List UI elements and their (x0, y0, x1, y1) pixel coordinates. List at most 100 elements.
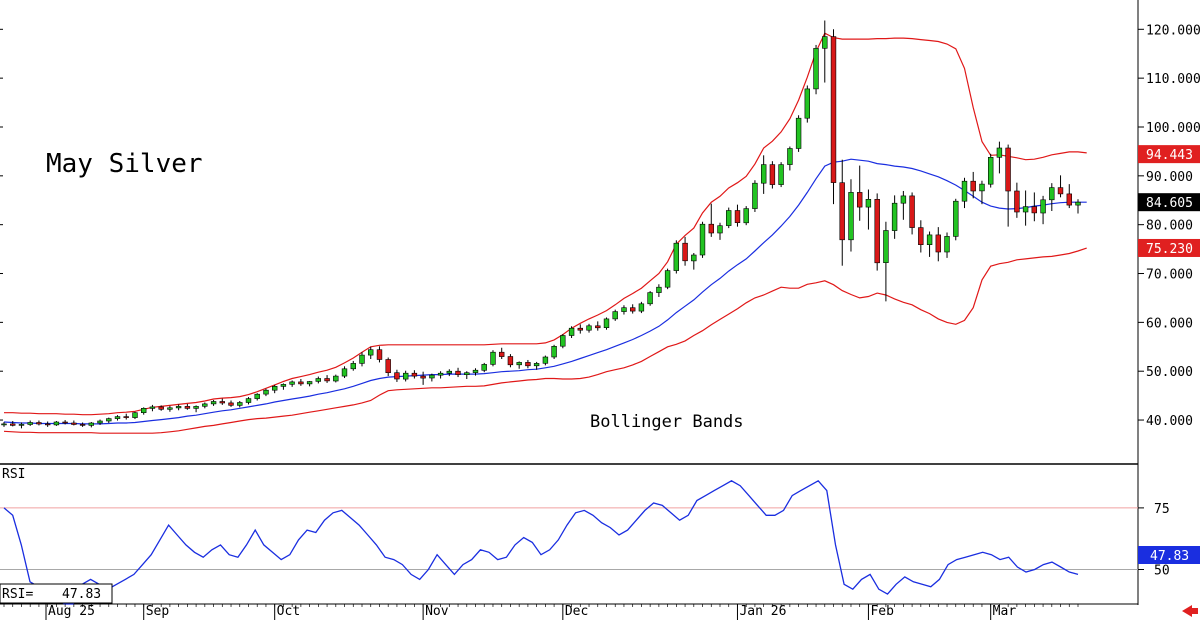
candle (900, 190, 907, 220)
candle (918, 220, 924, 253)
candle (114, 415, 121, 421)
candle-body (1066, 193, 1073, 206)
x-tick-label: Nov (425, 604, 449, 619)
candle (263, 388, 269, 397)
candle (350, 360, 356, 371)
bollinger-middle-band (3, 158, 1087, 425)
candle-body (865, 199, 872, 208)
candle (856, 165, 863, 221)
candle-body (664, 270, 671, 288)
candle-body (699, 223, 706, 256)
candle-body (53, 421, 60, 426)
candle (961, 177, 968, 209)
price-y-tick-label: 110.000 (1146, 72, 1200, 87)
candle (394, 369, 400, 382)
scroll-left-arrow-icon[interactable] (1182, 605, 1198, 617)
candle (970, 171, 976, 199)
price-tag-label: 84.605 (1146, 196, 1193, 211)
candle-body (926, 234, 933, 245)
candle-body (1057, 187, 1064, 195)
candle-body (603, 318, 610, 328)
candle (141, 407, 147, 415)
candle (647, 291, 653, 306)
candle-body (1075, 201, 1081, 206)
price-y-tick-label: 90.000 (1146, 170, 1193, 185)
candle-body (708, 223, 715, 234)
candle-body (219, 401, 225, 404)
candle-body (1022, 206, 1029, 213)
candle-body (71, 422, 77, 425)
candle-body (1040, 199, 1046, 214)
candle (560, 334, 566, 349)
candle-body (822, 36, 828, 49)
candle-body (760, 164, 767, 184)
candle (149, 404, 156, 412)
candle (210, 400, 217, 406)
candle (18, 422, 25, 429)
candle-body (839, 182, 845, 241)
x-tick-label: Feb (870, 604, 894, 619)
candle-body (874, 199, 880, 264)
candle-body (996, 147, 1003, 158)
candle-body (376, 349, 383, 360)
rsi-reference-lines (0, 507, 1138, 570)
candle (437, 371, 444, 379)
x-axis: Aug 25 Sep Oct Nov Dec Jan 26 Feb Mar (3, 604, 1079, 620)
candle (682, 236, 688, 266)
candle (944, 232, 950, 258)
candle (935, 227, 942, 262)
candle (822, 20, 828, 83)
price-tag: 75.230 (1138, 238, 1200, 257)
price-y-tick-label: 70.000 (1146, 268, 1193, 283)
price-candles (1, 20, 1081, 429)
candle-body (682, 242, 688, 262)
candle-body (891, 202, 898, 231)
candle (106, 417, 112, 423)
candle-body (193, 406, 199, 409)
price-y-tick-label: 60.000 (1146, 316, 1193, 331)
candle-body (289, 381, 295, 385)
candle-body (149, 406, 156, 409)
candle-body (560, 335, 566, 347)
candle (795, 115, 802, 152)
candle-body (18, 424, 25, 426)
candle-body (673, 242, 680, 271)
candle-body (848, 192, 854, 241)
candle-body (97, 420, 103, 424)
candle (830, 29, 837, 205)
price-tag-label: 75.230 (1146, 242, 1193, 257)
candle-body (402, 372, 409, 380)
candle-body (918, 227, 924, 246)
candle (71, 420, 77, 426)
rsi-readout-box (0, 583, 113, 604)
candle (402, 370, 409, 382)
candle (228, 400, 234, 407)
candle-body (691, 254, 697, 262)
candle-body (595, 325, 601, 329)
candle (1014, 182, 1020, 218)
candle (219, 398, 225, 405)
candle (691, 253, 697, 270)
candle (996, 141, 1003, 174)
candle (586, 323, 592, 333)
candle (874, 193, 880, 271)
candle-body (1005, 147, 1011, 192)
candle (979, 180, 985, 205)
candle-body (411, 372, 418, 377)
candle-body (752, 182, 758, 209)
candle (341, 366, 348, 379)
candle (481, 362, 487, 373)
candle (568, 326, 575, 338)
candle (44, 421, 51, 427)
candle (472, 368, 479, 376)
candle-body (586, 325, 592, 331)
candle (656, 284, 662, 297)
candle-body (1031, 206, 1038, 214)
candle-body (743, 208, 749, 224)
candle (848, 179, 854, 252)
candle (289, 380, 295, 387)
candle (271, 384, 278, 394)
x-tick-label: Jan 26 (739, 604, 786, 619)
candle-body (542, 356, 549, 364)
price-tag-label: 94.443 (1146, 148, 1193, 163)
